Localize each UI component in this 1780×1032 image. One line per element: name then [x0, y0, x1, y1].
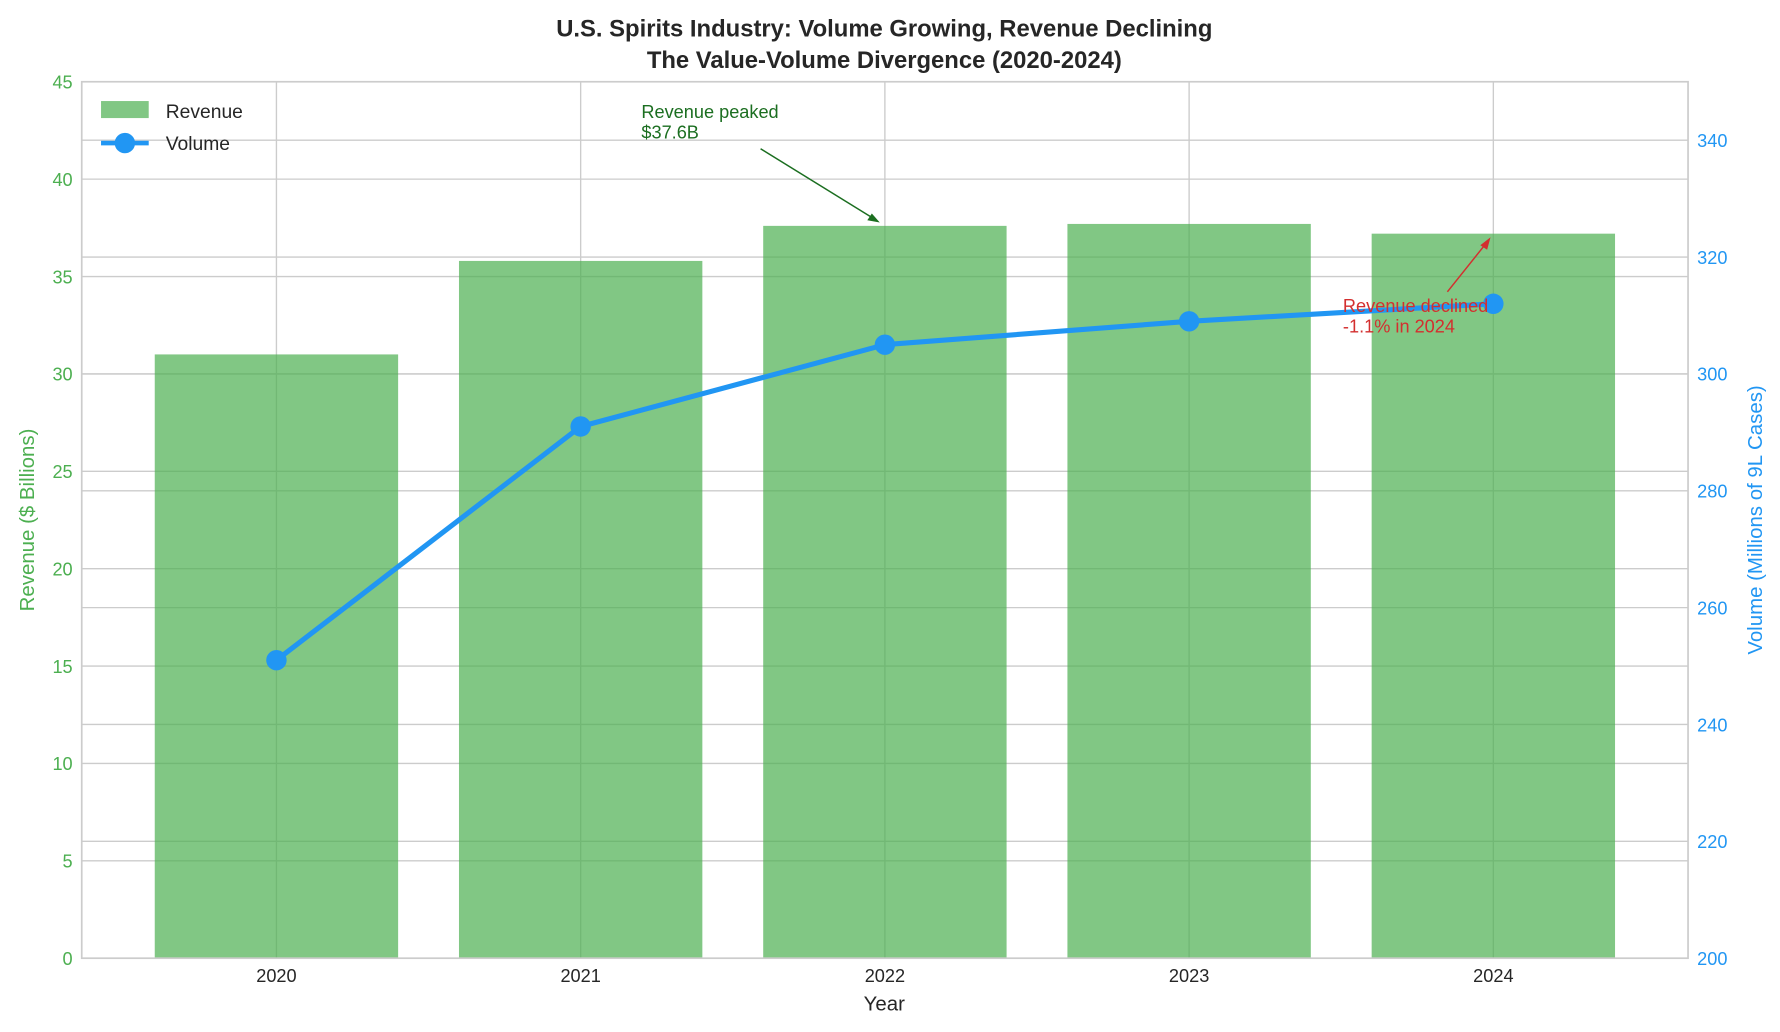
legend-swatch-revenue — [101, 101, 149, 119]
annotation-text-decline: -1.1% in 2024 — [1343, 317, 1455, 337]
y-tick-label-left: 35 — [52, 267, 72, 287]
annotation-arrow-peak — [760, 148, 877, 221]
annotation-text-decline: Revenue declined — [1343, 296, 1488, 316]
y-tick-label-left: 30 — [52, 365, 72, 385]
y-tick-label-left: 45 — [52, 73, 72, 93]
volume-marker — [570, 416, 591, 437]
x-axis-label: Year — [864, 993, 905, 1015]
y-tick-label-left: 40 — [52, 170, 72, 190]
annotation-text-peak: Revenue peaked — [641, 102, 778, 122]
annotations: Revenue peaked$37.6B Revenue declined-1.1… — [641, 102, 1491, 337]
y-axis-label-left: Revenue ($ Billions) — [17, 429, 39, 612]
legend: Revenue Volume — [101, 101, 243, 155]
chart-subtitle: The Value-Volume Divergence (2020-2024) — [647, 47, 1122, 74]
y-tick-label-right: 300 — [1697, 365, 1727, 385]
x-tick-label: 2024 — [1473, 966, 1513, 986]
y-axis-label-right: Volume (Millions of 9L Cases) — [1745, 385, 1767, 654]
y-tick-label-right: 320 — [1697, 248, 1727, 268]
y-tick-label-left: 10 — [52, 754, 72, 774]
x-tick-label: 2022 — [865, 966, 905, 986]
axes: 0 5 10 15 20 25 30 35 40 45 200 220 240 260 280 300 320 3… — [52, 73, 1727, 986]
y-tick-label-left: 20 — [52, 559, 72, 579]
volume-marker — [1178, 311, 1200, 332]
plot-frame — [80, 80, 1689, 960]
x-tick-label: 2020 — [256, 966, 296, 986]
legend-label-volume: Volume — [166, 134, 230, 155]
y-tick-label-right: 340 — [1697, 131, 1727, 151]
annotation-arrow-decline — [1446, 240, 1489, 293]
y-tick-label-right: 200 — [1697, 949, 1727, 969]
x-tick-label: 2023 — [1169, 966, 1209, 986]
legend-label-revenue: Revenue — [166, 102, 243, 123]
x-tick-label: 2021 — [560, 966, 600, 986]
revenue-bar — [1067, 223, 1311, 959]
y-tick-label-right: 260 — [1697, 598, 1727, 618]
volume-marker — [874, 334, 896, 355]
annotation-arrowhead-peak — [867, 213, 880, 223]
y-tick-label-left: 0 — [63, 949, 73, 969]
y-tick-label-left: 25 — [52, 462, 72, 482]
y-tick-label-right: 280 — [1697, 482, 1727, 502]
revenue-bar — [458, 260, 703, 959]
legend-swatch-volume-marker — [114, 132, 136, 154]
volume-line — [266, 293, 1504, 671]
chart-title: U.S. Spirits Industry: Volume Growing, R… — [556, 15, 1212, 42]
volume-marker — [1483, 293, 1504, 314]
annotation-arrowhead-decline — [1480, 237, 1491, 250]
y-tick-label-left: 5 — [63, 852, 73, 872]
annotation-text-peak: $37.6B — [641, 123, 699, 143]
y-tick-label-right: 240 — [1697, 715, 1727, 735]
volume-marker — [266, 649, 287, 671]
y-tick-label-right: 220 — [1697, 832, 1727, 852]
y-tick-label-left: 15 — [52, 657, 72, 677]
revenue-bar — [1371, 233, 1616, 959]
